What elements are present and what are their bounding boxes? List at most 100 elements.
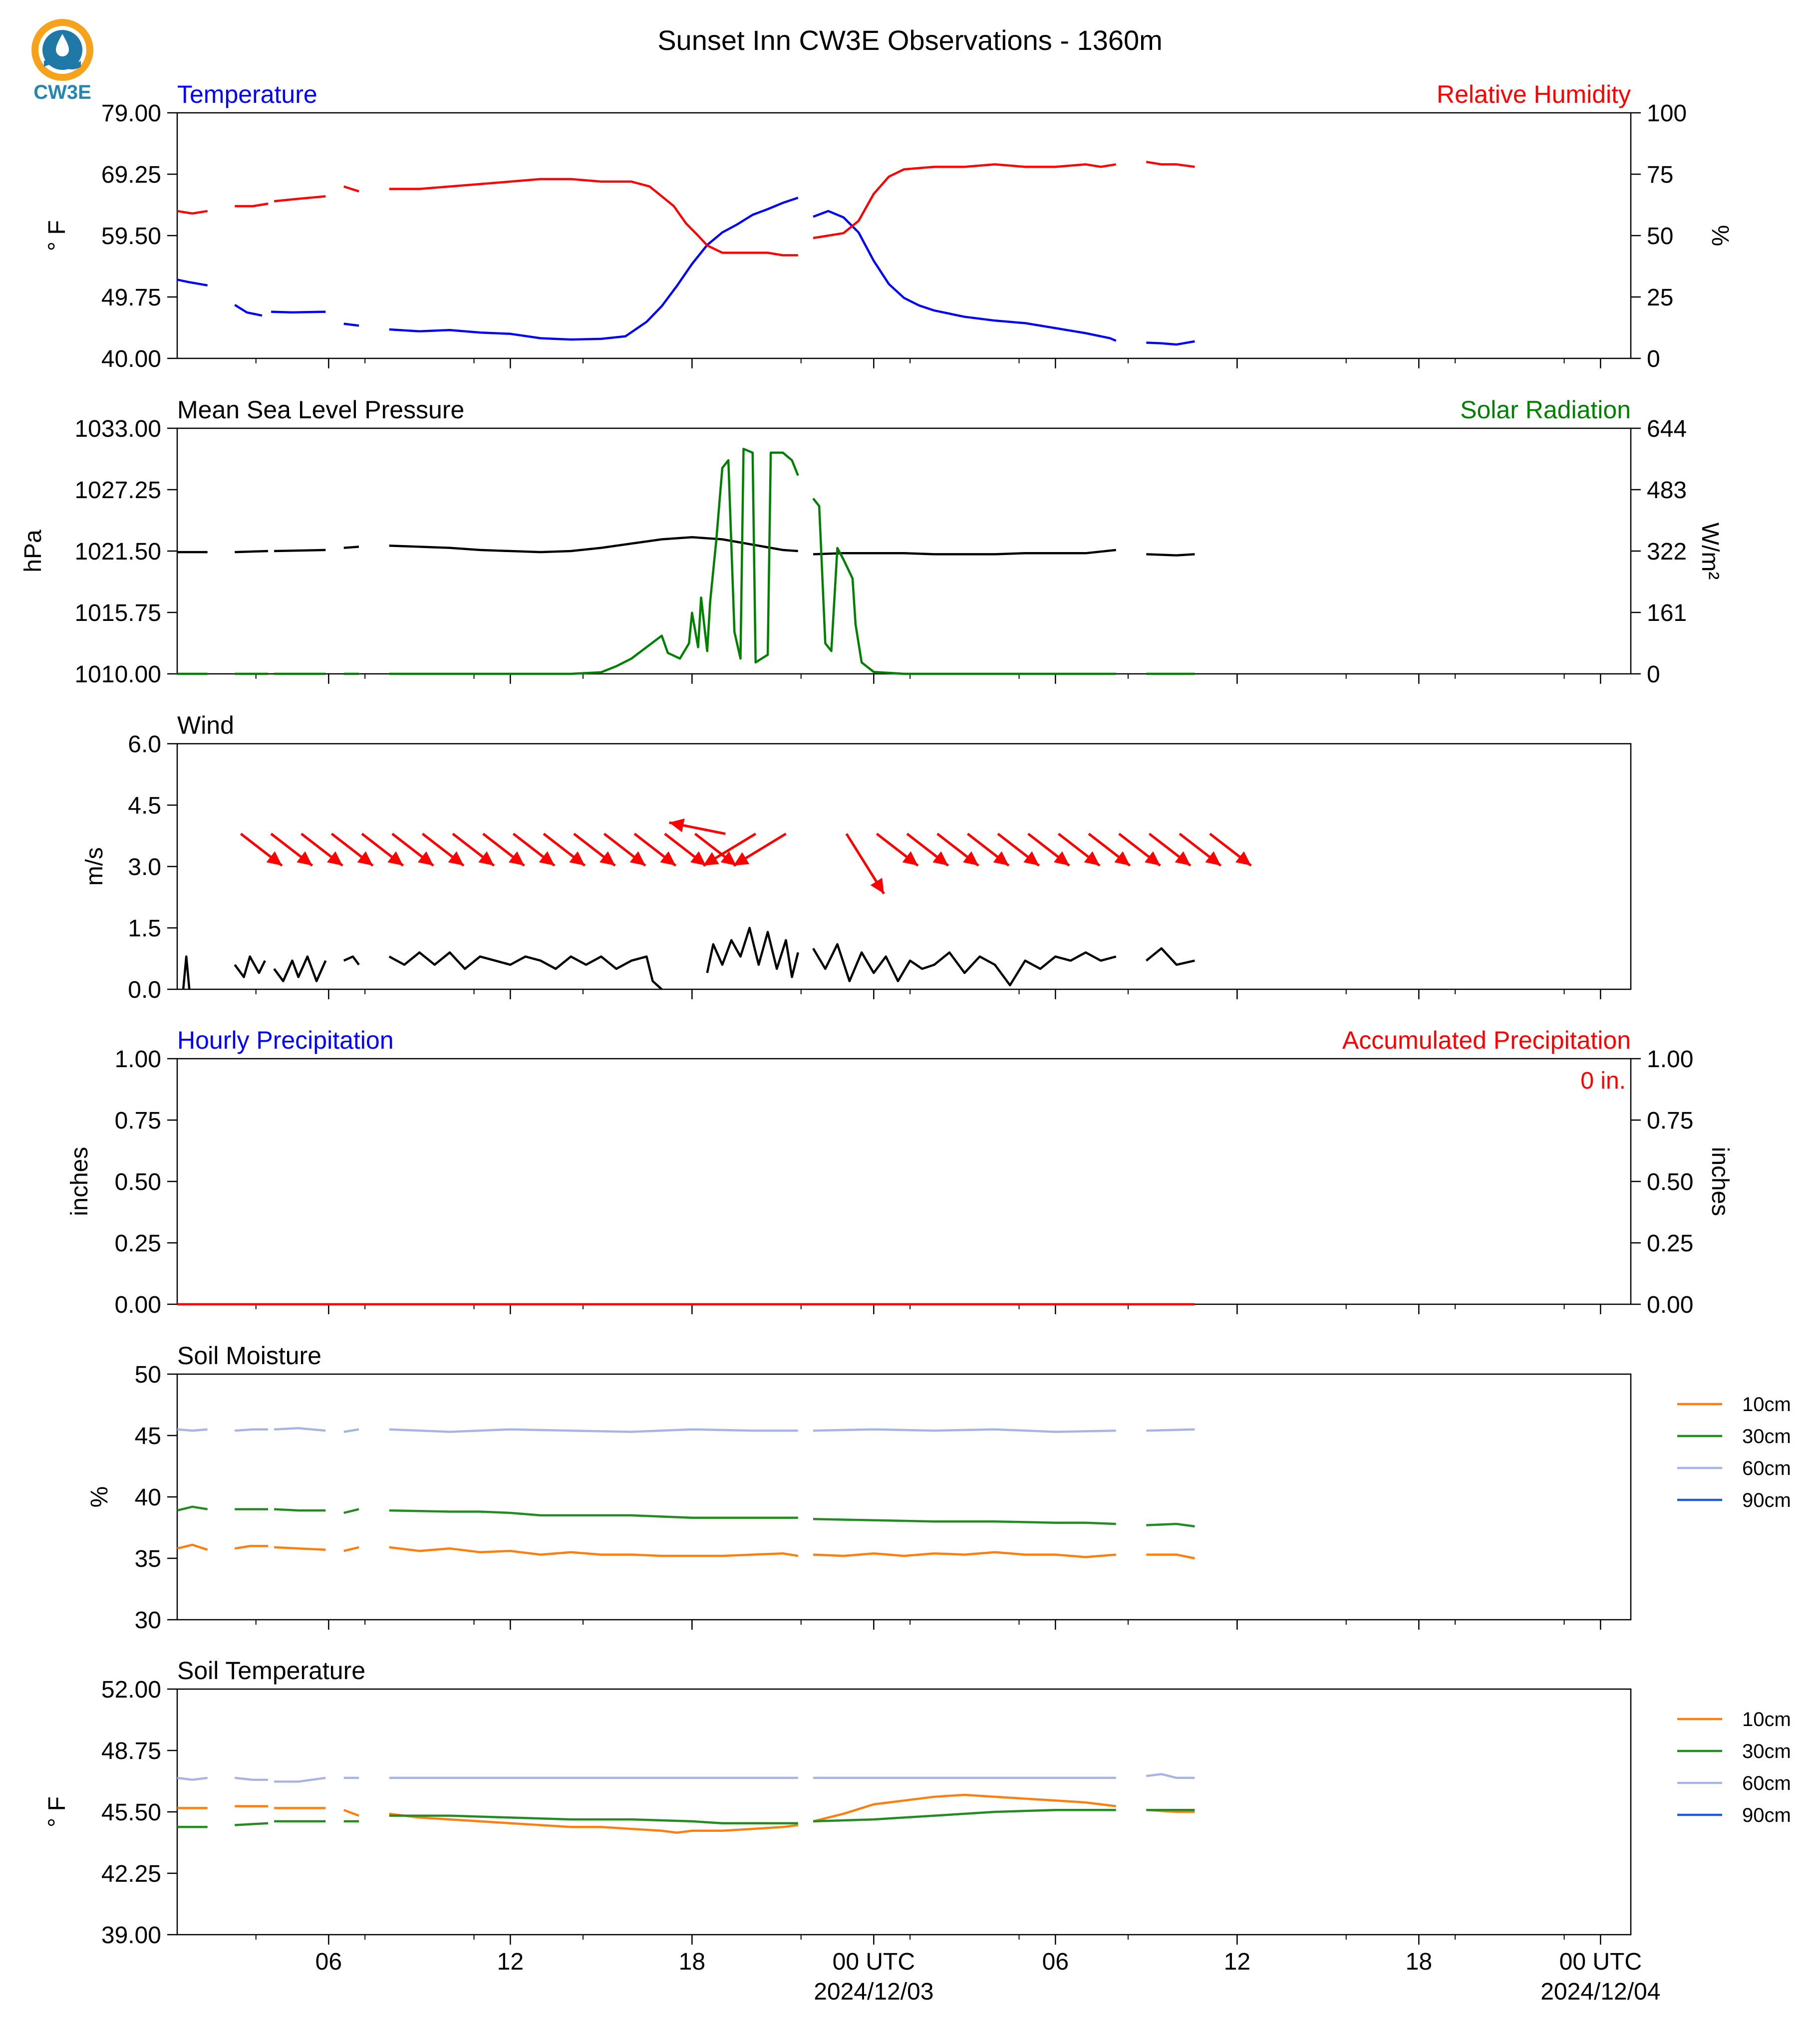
wind-arrow-head	[962, 851, 979, 866]
wind-arrow-head	[1144, 851, 1161, 866]
series-line-wind	[234, 955, 266, 978]
figure-title: Sunset Inn CW3E Observations - 1360m	[657, 24, 1163, 56]
wind-arrow-head	[508, 851, 525, 866]
y-right-tick-label: 0.25	[1647, 1230, 1693, 1257]
x-tick-date: 2024/12/03	[814, 1979, 933, 2005]
wind-arrow-head	[932, 851, 948, 866]
series-line-wind	[343, 955, 360, 966]
series-line-relative-humidity	[177, 210, 208, 215]
wind-arrow-head	[569, 851, 585, 866]
series-line-60cm	[177, 1428, 208, 1432]
y-right-tick-label: 1.00	[1647, 1046, 1693, 1073]
y-tick-label: 39.00	[101, 1922, 161, 1949]
series-line-temperature	[813, 210, 1117, 342]
logo-text: CW3E	[33, 81, 91, 103]
series-line-10cm	[343, 1809, 359, 1817]
legend-label: 60cm	[1742, 1772, 1791, 1794]
y-tick-label: 50	[135, 1362, 161, 1388]
plot-frame	[176, 112, 1632, 359]
y-right-tick-label: 161	[1647, 600, 1687, 626]
y-tick-label: 1015.75	[74, 600, 161, 626]
panel-title-left: Temperature	[177, 80, 317, 108]
y-tick-label: 40.00	[101, 346, 161, 372]
wind-arrow-head	[733, 852, 750, 866]
wind-arrow-head	[599, 851, 615, 866]
y-tick-label: 42.25	[101, 1861, 161, 1887]
panel-title-left: Soil Moisture	[177, 1342, 321, 1370]
wind-arrow-head	[1205, 851, 1221, 866]
y-right-tick-label: 322	[1647, 539, 1687, 565]
panel-title-right: Accumulated Precipitation	[1342, 1026, 1631, 1054]
plot-frame	[176, 1058, 1632, 1305]
x-tick-label: 12	[497, 1949, 524, 1975]
series-line-60cm	[274, 1776, 326, 1783]
legend-label: 90cm	[1742, 1489, 1791, 1511]
legend-label: 30cm	[1742, 1426, 1791, 1448]
wind-arrow-head	[417, 851, 434, 866]
y-tick-label: 0.0	[128, 977, 161, 1003]
series-line-mean-sea-level-pressure	[235, 550, 269, 554]
wind-arrow-head	[1114, 851, 1130, 866]
y-tick-label: 1021.50	[74, 539, 161, 565]
y-tick-label: 1.5	[128, 915, 161, 942]
series-line-60cm	[389, 1428, 798, 1433]
y-right-tick-label: 100	[1647, 100, 1687, 127]
x-tick-label: 18	[679, 1949, 705, 1975]
series-line-10cm	[177, 1543, 208, 1551]
series-line-mean-sea-level-pressure	[274, 549, 326, 553]
series-line-30cm	[389, 1509, 798, 1519]
series-line-30cm	[177, 1505, 208, 1512]
y-axis-label: ° F	[44, 1796, 70, 1827]
y-tick-label: 1010.00	[74, 661, 161, 688]
series-line-mean-sea-level-pressure	[1146, 553, 1195, 557]
series-line-60cm	[235, 1776, 268, 1781]
wind-arrow-head	[1235, 851, 1251, 866]
plot-frame	[176, 743, 1632, 990]
wind-arrow-head	[297, 851, 312, 866]
y-axis-label: %	[86, 1486, 113, 1508]
series-line-30cm	[274, 1508, 326, 1512]
x-tick-label: 12	[1224, 1949, 1250, 1975]
y-tick-label: 0.50	[115, 1169, 161, 1195]
y-tick-label: 6.0	[128, 731, 161, 758]
series-line-wind	[706, 926, 799, 978]
y-axis-label: hPa	[20, 530, 46, 573]
series-line-wind	[182, 955, 191, 990]
y-right-axis-label: %	[1707, 225, 1733, 247]
panel-soil_moisture: 30 35 40 45 50 Soil Moisture% 10cm 30cm 60cm 90cm	[86, 1342, 1791, 1634]
y-right-tick-label: 483	[1647, 477, 1687, 504]
y-axis-label: inches	[66, 1147, 93, 1216]
x-tick-label: 06	[1042, 1949, 1069, 1975]
wind-arrow-head	[448, 851, 464, 866]
series-line-30cm	[235, 1822, 269, 1826]
panel-title-left: Mean Sea Level Pressure	[177, 396, 464, 424]
wind-arrow-head	[539, 851, 555, 866]
y-right-tick-label: 50	[1647, 223, 1673, 250]
series-line-solar-radiation	[389, 448, 799, 675]
cw3e-logo: CW3E	[25, 15, 100, 105]
wind-arrow-head	[326, 851, 343, 866]
y-axis-label: m/s	[81, 847, 108, 885]
legend-label: 90cm	[1742, 1804, 1791, 1826]
series-line-30cm	[1146, 1522, 1195, 1528]
wind-arrow-head	[720, 851, 736, 866]
y-right-tick-label: 0.00	[1647, 1292, 1693, 1318]
legend-label: 10cm	[1742, 1394, 1791, 1416]
series-line-wind	[273, 955, 327, 982]
y-tick-label: 52.00	[101, 1677, 161, 1703]
series-line-10cm	[274, 1546, 326, 1551]
y-tick-label: 0.75	[115, 1108, 161, 1134]
wind-arrow-head	[1023, 851, 1039, 866]
y-tick-label: 1033.00	[74, 416, 161, 442]
y-right-axis-label: W/m²	[1697, 523, 1723, 580]
y-tick-label: 45.50	[101, 1799, 161, 1826]
wind-arrow-head	[478, 851, 494, 866]
y-tick-label: 45	[135, 1423, 161, 1449]
y-right-tick-label: 644	[1647, 416, 1687, 442]
y-tick-label: 4.5	[128, 793, 161, 819]
series-line-temperature	[389, 197, 799, 341]
series-line-temperature	[177, 279, 208, 287]
series-line-relative-humidity	[1146, 161, 1195, 168]
panel-title-left: Soil Temperature	[177, 1657, 365, 1685]
plot-frame	[176, 427, 1632, 675]
